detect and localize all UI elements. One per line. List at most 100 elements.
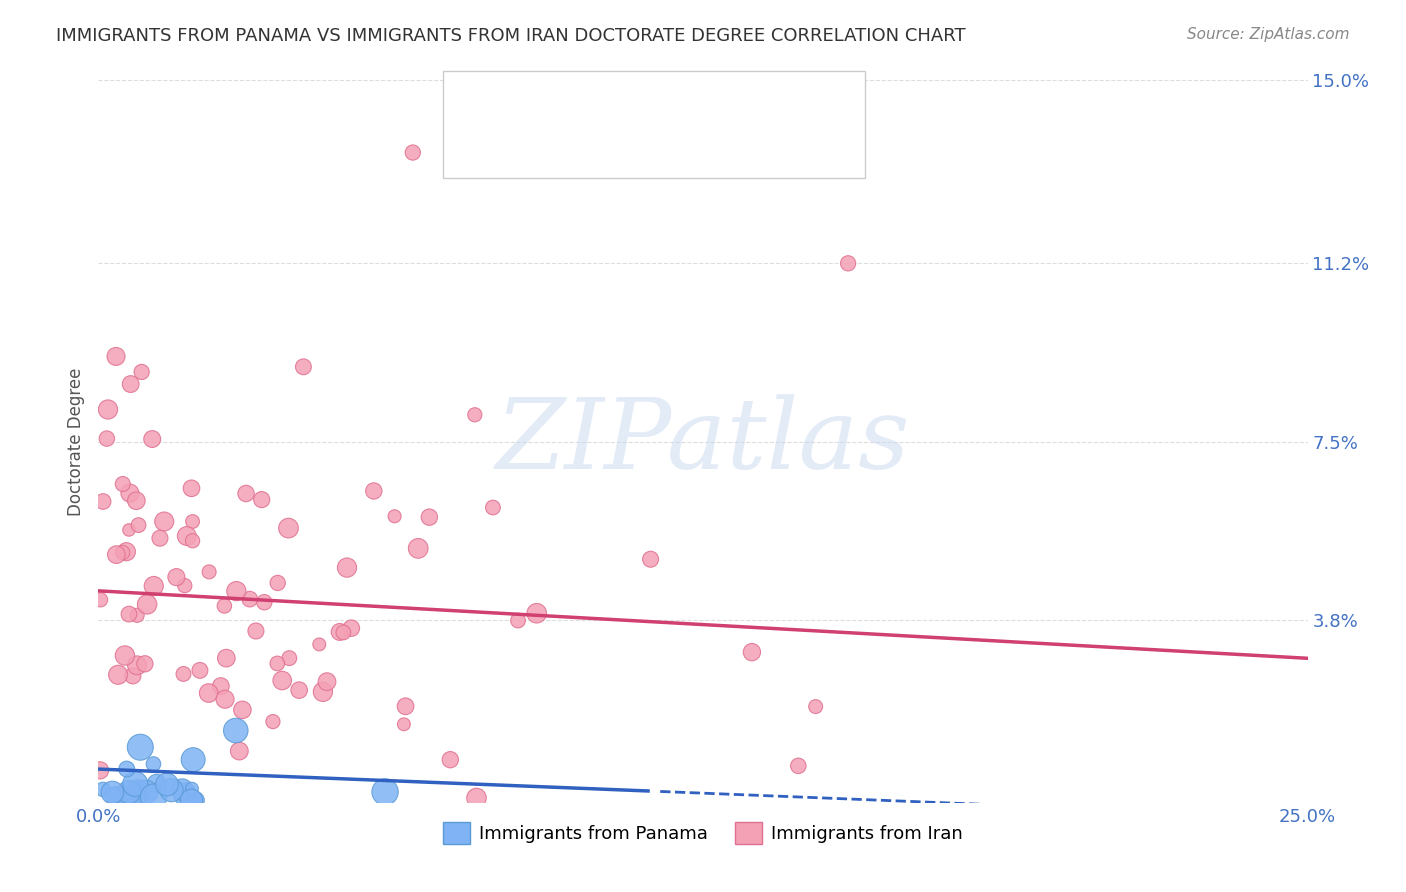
Point — [135, 785, 157, 799]
Point — [225, 584, 247, 599]
Text: -0.215: -0.215 — [672, 105, 733, 124]
Point — [134, 657, 156, 671]
Text: Source: ZipAtlas.com: Source: ZipAtlas.com — [1187, 27, 1350, 42]
Point — [197, 686, 219, 700]
Point — [267, 576, 290, 591]
Point — [181, 533, 204, 548]
Point — [149, 531, 172, 545]
Point — [209, 679, 232, 693]
Point — [506, 614, 529, 628]
Point — [117, 791, 139, 805]
Text: N =: N = — [745, 138, 793, 156]
Point — [105, 350, 128, 364]
Point — [141, 432, 163, 446]
Point — [91, 494, 114, 508]
Text: IMMIGRANTS FROM PANAMA VS IMMIGRANTS FROM IRAN DOCTORATE DEGREE CORRELATION CHAR: IMMIGRANTS FROM PANAMA VS IMMIGRANTS FRO… — [56, 27, 966, 45]
Point — [465, 791, 488, 805]
Point — [181, 753, 204, 767]
Point — [111, 546, 134, 560]
Point — [392, 717, 415, 731]
Point — [145, 776, 167, 790]
Point — [181, 781, 204, 796]
Point — [174, 787, 197, 801]
Point — [129, 740, 152, 755]
Point — [526, 606, 548, 620]
Point — [181, 515, 204, 529]
Y-axis label: Doctorate Degree: Doctorate Degree — [66, 368, 84, 516]
Point — [402, 145, 425, 160]
Point — [172, 667, 194, 681]
Point — [464, 408, 486, 422]
Point — [180, 481, 202, 495]
Point — [292, 359, 315, 374]
Point — [253, 595, 276, 609]
Point — [118, 785, 141, 799]
Point — [837, 256, 859, 270]
Point — [245, 624, 267, 638]
Point — [288, 683, 311, 698]
Point — [231, 703, 253, 717]
Point — [277, 521, 299, 535]
Point — [142, 790, 165, 805]
Point — [787, 759, 810, 773]
Point — [142, 579, 165, 593]
Point — [115, 545, 138, 559]
Text: R =: R = — [648, 138, 685, 156]
Point — [156, 778, 179, 792]
Text: 26: 26 — [787, 105, 811, 124]
Point — [165, 570, 187, 584]
Point — [250, 492, 273, 507]
Point — [214, 692, 236, 706]
Point — [105, 789, 128, 803]
Point — [136, 598, 159, 612]
Point — [394, 699, 416, 714]
Point — [118, 523, 141, 537]
Point — [111, 477, 134, 491]
Point — [418, 510, 440, 524]
Point — [384, 509, 406, 524]
Point — [125, 608, 148, 623]
Point — [336, 560, 359, 574]
Point — [198, 565, 221, 579]
Point — [215, 651, 238, 665]
Point — [97, 402, 120, 417]
Point — [406, 541, 429, 556]
Point — [91, 782, 114, 797]
Point — [176, 529, 198, 543]
Point — [804, 699, 827, 714]
Point — [120, 377, 142, 392]
Point — [124, 789, 146, 803]
Point — [741, 645, 763, 659]
Point — [115, 762, 138, 776]
Text: R =: R = — [648, 105, 685, 124]
Point — [105, 548, 128, 562]
Point — [118, 607, 141, 621]
Point — [316, 674, 339, 689]
Point — [228, 744, 250, 758]
Point — [153, 515, 176, 529]
Point — [239, 592, 262, 607]
Point — [278, 651, 301, 665]
Point — [271, 673, 294, 688]
Point — [118, 486, 141, 500]
Point — [225, 723, 247, 738]
Point — [262, 714, 284, 729]
Point — [101, 789, 124, 803]
Point — [363, 483, 385, 498]
Point — [125, 493, 148, 508]
Point — [124, 777, 146, 791]
Point — [101, 785, 124, 799]
Point — [439, 753, 461, 767]
Point — [214, 599, 236, 613]
Point — [127, 785, 149, 799]
Point — [172, 782, 194, 797]
Point — [266, 657, 288, 671]
Point — [640, 552, 662, 566]
Point — [332, 625, 354, 640]
Point — [340, 621, 363, 635]
Point — [107, 667, 129, 681]
Point — [121, 669, 143, 683]
Point — [173, 579, 195, 593]
Text: 82: 82 — [787, 138, 811, 156]
Point — [96, 432, 118, 446]
